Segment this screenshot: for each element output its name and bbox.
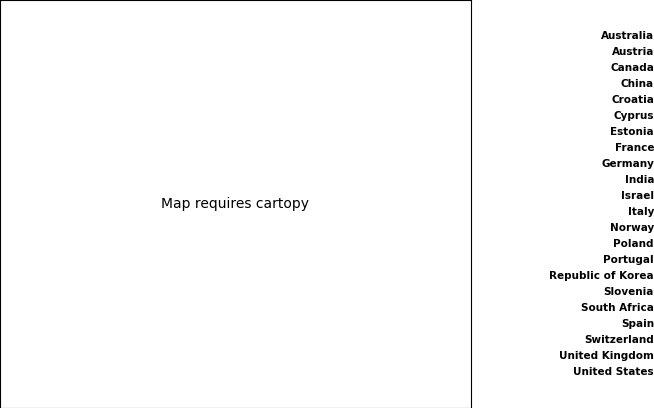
Text: Israel: Israel [621,191,654,201]
Text: Croatia: Croatia [611,95,654,105]
Text: Slovenia: Slovenia [604,287,654,297]
Text: United States: United States [574,367,654,377]
Text: India: India [625,175,654,185]
Text: Germany: Germany [601,159,654,169]
Text: Republic of Korea: Republic of Korea [549,271,654,281]
Text: Switzerland: Switzerland [584,335,654,345]
Text: United Kingdom: United Kingdom [559,351,654,361]
Text: Spain: Spain [621,319,654,329]
Text: Map requires cartopy: Map requires cartopy [162,197,309,211]
Text: Estonia: Estonia [610,127,654,137]
Text: Portugal: Portugal [604,255,654,265]
Text: Italy: Italy [628,207,654,217]
Text: Norway: Norway [610,223,654,233]
Text: France: France [615,143,654,153]
Text: South Africa: South Africa [581,303,654,313]
Text: Cyprus: Cyprus [613,111,654,121]
Text: Austria: Austria [611,47,654,58]
Text: Poland: Poland [613,239,654,249]
Text: China: China [621,79,654,89]
Text: Canada: Canada [610,63,654,73]
Text: Australia: Australia [601,31,654,42]
